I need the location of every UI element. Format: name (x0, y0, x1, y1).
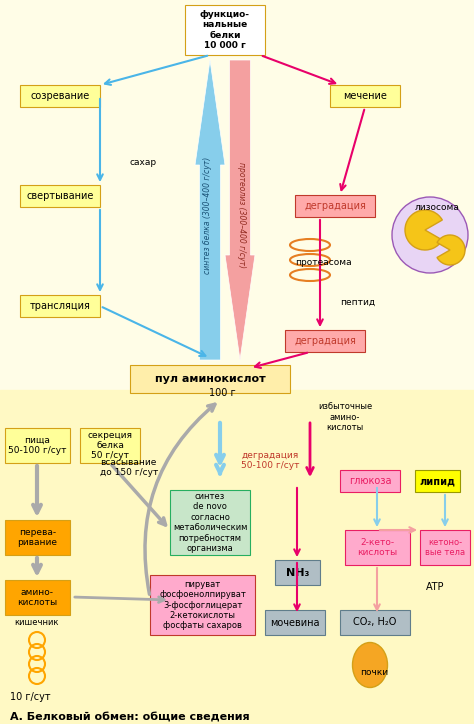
Text: секреция
белка
50 г/сут: секреция белка 50 г/сут (88, 431, 133, 460)
Text: почки: почки (360, 668, 388, 677)
FancyBboxPatch shape (20, 295, 100, 317)
FancyBboxPatch shape (5, 428, 70, 463)
Text: пептид: пептид (340, 298, 375, 307)
Text: сахар: сахар (130, 158, 157, 167)
FancyBboxPatch shape (340, 470, 400, 492)
Text: лизосома: лизосома (415, 203, 460, 212)
Text: кишечник: кишечник (15, 618, 59, 627)
Text: 10 г/сут: 10 г/сут (10, 692, 51, 702)
Text: NH₃: NH₃ (286, 568, 309, 578)
FancyBboxPatch shape (275, 560, 320, 585)
Text: мечение: мечение (343, 91, 387, 101)
Wedge shape (405, 210, 442, 250)
Text: глюкоза: глюкоза (349, 476, 391, 486)
Text: А. Белковый обмен: общие сведения: А. Белковый обмен: общие сведения (10, 712, 250, 722)
FancyBboxPatch shape (170, 490, 250, 555)
FancyBboxPatch shape (340, 610, 410, 635)
FancyBboxPatch shape (295, 195, 375, 217)
Bar (0, 390, 474, 724)
Text: амино-
кислоты: амино- кислоты (18, 588, 57, 607)
Text: трансляция: трансляция (29, 301, 91, 311)
Text: синтез белка (300–400 г/сут): синтез белка (300–400 г/сут) (203, 156, 212, 274)
Text: перева-
ривание: перева- ривание (18, 528, 57, 547)
Text: АТР: АТР (426, 582, 444, 592)
FancyBboxPatch shape (150, 575, 255, 635)
Bar (0, 0, 474, 390)
FancyBboxPatch shape (130, 365, 290, 393)
Text: протеасома: протеасома (295, 258, 352, 267)
Wedge shape (437, 235, 465, 265)
Text: деградация
50-100 г/сут: деградация 50-100 г/сут (241, 450, 299, 470)
Text: созревание: созревание (30, 91, 90, 101)
FancyBboxPatch shape (5, 520, 70, 555)
Text: пища
50-100 г/сут: пища 50-100 г/сут (8, 436, 67, 455)
Text: избыточные
амино-
кислоты: избыточные амино- кислоты (318, 403, 372, 432)
FancyBboxPatch shape (80, 428, 140, 463)
FancyBboxPatch shape (20, 185, 100, 207)
Text: свертывание: свертывание (27, 191, 94, 201)
Text: 2-кето-
кислоты: 2-кето- кислоты (357, 538, 398, 557)
FancyBboxPatch shape (5, 580, 70, 615)
Text: протеолиз (300–400 г/сут): протеолиз (300–400 г/сут) (237, 162, 246, 268)
FancyBboxPatch shape (265, 610, 325, 635)
FancyBboxPatch shape (20, 85, 100, 107)
FancyBboxPatch shape (330, 85, 400, 107)
Polygon shape (225, 60, 255, 360)
Ellipse shape (353, 642, 388, 688)
FancyBboxPatch shape (285, 330, 365, 352)
FancyBboxPatch shape (345, 530, 410, 565)
FancyBboxPatch shape (185, 5, 265, 55)
Text: деградация: деградация (294, 336, 356, 346)
Text: деградация: деградация (304, 201, 366, 211)
Circle shape (392, 197, 468, 273)
Polygon shape (195, 60, 225, 360)
FancyBboxPatch shape (415, 470, 460, 492)
Text: мочевина: мочевина (270, 618, 320, 628)
Text: липид: липид (419, 476, 456, 486)
Text: 100 г: 100 г (209, 388, 235, 398)
FancyBboxPatch shape (420, 530, 470, 565)
Text: пируват
фосфоенолпируват
3-фосфоглицерат
2-кетокислоты
фосфаты сахаров: пируват фосфоенолпируват 3-фосфоглицерат… (159, 580, 246, 631)
Text: всасывание
до 150 г/сут: всасывание до 150 г/сут (100, 458, 158, 477)
Text: пул аминокислот: пул аминокислот (155, 374, 265, 384)
Text: CO₂, H₂O: CO₂, H₂O (353, 618, 397, 628)
Text: синтез
de novo
согласно
метаболическим
потребностям
организма: синтез de novo согласно метаболическим п… (173, 492, 247, 553)
Text: функцио-
нальные
белки
10 000 г: функцио- нальные белки 10 000 г (200, 10, 250, 50)
Text: кетоно-
вые тела: кетоно- вые тела (425, 538, 465, 557)
